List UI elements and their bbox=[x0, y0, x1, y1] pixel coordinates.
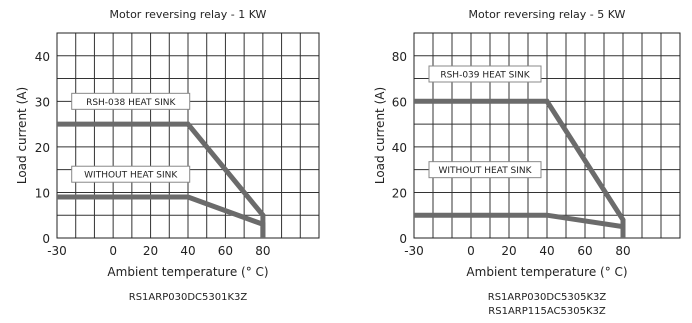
x-tick-labels: -30 0 20 40 60 80 bbox=[404, 244, 630, 258]
x-tick-label: -30 bbox=[404, 244, 424, 258]
y-tick-label: 20 bbox=[392, 186, 407, 200]
annotation-label: WITHOUT HEAT SINK bbox=[438, 166, 532, 176]
plot-frame bbox=[413, 32, 681, 239]
plot-frame bbox=[56, 32, 320, 239]
model-label: RS1ARP115AC5305K3Z bbox=[488, 306, 606, 317]
chart-panel-1kw: Motor reversing relay - 1 KW RSH-038 HEA… bbox=[15, 8, 320, 303]
annotation-label: RSH-039 HEAT SINK bbox=[440, 71, 530, 81]
x-tick-label: 20 bbox=[501, 244, 516, 258]
annotations: RSH-038 HEAT SINK WITHOUT HEAT SINK bbox=[71, 92, 191, 183]
y-tick-label: 80 bbox=[392, 50, 407, 64]
y-tick-label: 60 bbox=[392, 95, 407, 109]
model-label: RS1ARP030DC5301K3Z bbox=[129, 292, 248, 303]
x-tick-label: 40 bbox=[180, 244, 195, 258]
y-tick-label: 0 bbox=[399, 232, 407, 246]
annotation-box bbox=[71, 92, 191, 110]
chart-title: Motor reversing relay - 1 KW bbox=[110, 8, 267, 21]
y-tick-label: 30 bbox=[35, 95, 50, 109]
annotations: RSH-039 HEAT SINK WITHOUT HEAT SINK bbox=[428, 65, 542, 179]
y-tick-label: 20 bbox=[35, 141, 50, 155]
chart-panel-5kw: Motor reversing relay - 5 KW RSH-039 HEA… bbox=[373, 8, 681, 317]
series-line bbox=[57, 194, 266, 238]
x-tick-label: 80 bbox=[255, 244, 270, 258]
model-label: RS1ARP030DC5305K3Z bbox=[488, 292, 607, 303]
x-tick-label: -30 bbox=[47, 244, 67, 258]
annotation-label: RSH-038 HEAT SINK bbox=[86, 98, 176, 108]
x-tick-label: 0 bbox=[109, 244, 117, 258]
annotation-box bbox=[428, 161, 542, 179]
x-tick-labels: -30 0 20 40 60 80 bbox=[47, 244, 270, 258]
x-axis-label: Ambient temperature (° C) bbox=[107, 265, 268, 279]
x-tick-label: 0 bbox=[467, 244, 475, 258]
y-tick-labels: 0 10 20 30 40 bbox=[35, 50, 50, 246]
y-axis-label: Load current (A) bbox=[15, 87, 29, 184]
gridlines bbox=[57, 33, 319, 238]
chart-title: Motor reversing relay - 5 KW bbox=[469, 8, 626, 21]
x-tick-label: 20 bbox=[143, 244, 158, 258]
y-tick-label: 40 bbox=[35, 50, 50, 64]
y-tick-label: 0 bbox=[42, 232, 50, 246]
x-tick-label: 60 bbox=[218, 244, 233, 258]
x-axis-label: Ambient temperature (° C) bbox=[466, 265, 627, 279]
series-line bbox=[414, 212, 626, 238]
y-axis-label: Load current (A) bbox=[373, 87, 387, 184]
annotation-box bbox=[428, 65, 542, 83]
x-tick-label: 80 bbox=[615, 244, 630, 258]
y-tick-label: 40 bbox=[392, 141, 407, 155]
x-tick-label: 60 bbox=[577, 244, 592, 258]
gridlines bbox=[414, 33, 680, 238]
y-tick-label: 10 bbox=[35, 186, 50, 200]
y-tick-labels: 0 20 40 60 80 bbox=[392, 50, 407, 246]
annotation-label: WITHOUT HEAT SINK bbox=[84, 171, 178, 181]
series-lines bbox=[57, 121, 266, 238]
series-lines bbox=[414, 98, 626, 238]
x-tick-label: 40 bbox=[539, 244, 554, 258]
annotation-box bbox=[71, 165, 191, 183]
